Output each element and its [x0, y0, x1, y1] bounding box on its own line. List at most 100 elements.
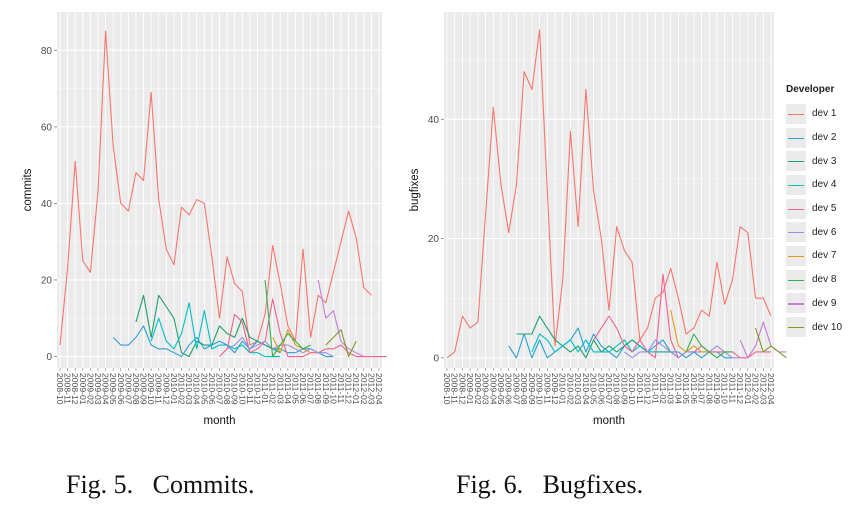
x-tick-label: 2009-12 [550, 373, 560, 405]
x-tick-label: 2011-10 [720, 373, 730, 404]
x-tick-label: 2010-07 [215, 373, 225, 405]
legend-label: dev 10 [812, 321, 843, 333]
legend-item-dev-10: dev 10 [786, 315, 842, 339]
legend-item-dev-8: dev 8 [786, 268, 842, 292]
x-tick-label: 2010-06 [207, 373, 217, 405]
legend-label: dev 5 [812, 203, 837, 215]
series-line-dev-2 [508, 327, 733, 359]
legend-key [786, 198, 806, 219]
x-tick-label: 2009-02 [85, 373, 95, 405]
caption-fig5: Fig. 5. Commits. [66, 470, 255, 499]
x-tick-label: 2010-12 [643, 373, 653, 405]
x-tick-label: 2011-10 [328, 373, 338, 404]
y-tick-label: 40 [41, 199, 53, 210]
x-tick-label: 2009-05 [108, 373, 118, 405]
x-tick-label: 2010-01 [558, 373, 568, 405]
bugfixes-chart: 0 20 40 2008-102008-112008-122009-012009-02… [409, 12, 787, 427]
x-tick-label: 2008-12 [70, 373, 80, 405]
x-tick-label: 2012-04 [766, 373, 776, 405]
x-tick-label: 2011-02 [268, 373, 278, 404]
legend-key [786, 245, 806, 266]
legend-title: Developer [786, 84, 835, 95]
legend-item-dev-2: dev 2 [786, 126, 842, 150]
legend-key [786, 103, 806, 124]
x-tick-label: 2012-01 [351, 373, 361, 405]
x-tick-label: 2008-10 [442, 373, 452, 405]
x-tick-label: 2011-11 [336, 373, 346, 403]
x-tick-label: 2011-06 [298, 373, 308, 404]
x-tick-label: 2011-02 [658, 373, 668, 404]
legend-item-dev-6: dev 6 [786, 220, 842, 244]
commits-x-axis-title: month [204, 415, 236, 427]
legend-item-dev-1: dev 1 [786, 102, 842, 126]
x-tick-label: 2012-01 [743, 373, 753, 405]
x-tick-label: 2010-09 [230, 373, 240, 405]
x-tick-label: 2009-04 [488, 373, 498, 405]
x-tick-label: 2011-11 [727, 373, 737, 403]
x-tick-label: 2010-10 [627, 373, 637, 405]
x-tick-label: 2008-11 [63, 373, 73, 404]
series-line-dev-5 [219, 298, 387, 358]
x-tick-label: 2012-03 [366, 373, 376, 405]
legend-label: dev 2 [812, 132, 837, 144]
legend-label: dev 9 [812, 297, 837, 309]
x-tick-label: 2012-02 [359, 373, 369, 405]
x-tick-label: 2010-07 [604, 373, 614, 405]
x-tick-label: 2011-04 [673, 373, 683, 404]
legend-key [786, 127, 806, 148]
x-tick-label: 2010-08 [612, 373, 622, 405]
x-tick-label: 2010-03 [573, 373, 583, 405]
x-tick-label: 2010-06 [596, 373, 606, 405]
x-tick-label: 2009-03 [93, 373, 103, 405]
x-tick-label: 2009-10 [146, 373, 156, 405]
legend-key [786, 293, 806, 314]
series-line-dev-6 [624, 339, 741, 359]
x-tick-label: 2010-12 [252, 373, 262, 405]
legend-key [786, 269, 806, 290]
x-tick-label: 2010-11 [635, 373, 645, 404]
x-tick-label: 2011-12 [735, 373, 745, 404]
x-tick-label: 2011-05 [290, 373, 300, 404]
x-tick-label: 2010-02 [177, 373, 187, 405]
commits-chart: 0204060802008-102008-112008-122009-01200… [22, 12, 387, 427]
y-tick-label: 40 [428, 115, 440, 126]
x-tick-label: 2009-02 [473, 373, 483, 405]
x-tick-label: 2011-08 [313, 373, 323, 404]
series-line-dev-10 [755, 327, 787, 359]
x-tick-label: 2009-11 [542, 373, 552, 404]
x-tick-label: 2010-04 [192, 373, 202, 405]
x-tick-label: 2008-11 [450, 373, 460, 404]
x-tick-label: 2009-11 [154, 373, 164, 404]
x-tick-label: 2009-06 [116, 373, 126, 405]
x-tick-label: 2011-01 [650, 373, 660, 404]
commits-y-axis-title: commits [22, 168, 34, 211]
x-tick-label: 2011-03 [275, 373, 285, 404]
legend-item-dev-3: dev 3 [786, 149, 842, 173]
x-tick-label: 2009-01 [78, 373, 88, 405]
y-tick-label: 20 [428, 234, 440, 245]
legend-key [786, 222, 806, 243]
legend-label: dev 3 [812, 155, 837, 167]
series-line-dev-3 [135, 294, 281, 358]
x-tick-label: 2010-05 [589, 373, 599, 405]
x-tick-label: 2010-01 [169, 373, 179, 405]
x-tick-label: 2009-12 [161, 373, 171, 405]
x-tick-label: 2011-01 [260, 373, 270, 404]
x-tick-label: 2009-10 [535, 373, 545, 405]
x-tick-label: 2009-09 [139, 373, 149, 405]
x-tick-label: 2010-02 [565, 373, 575, 405]
x-tick-label: 2009-08 [131, 373, 141, 405]
bugfixes-y-axis-title: bugfixes [409, 168, 421, 211]
x-tick-label: 2011-12 [344, 373, 354, 404]
x-tick-label: 2011-09 [712, 373, 722, 404]
series-line-dev-7 [670, 310, 710, 353]
x-tick-label: 2011-07 [697, 373, 707, 404]
x-tick-label: 2011-09 [321, 373, 331, 404]
caption-fig6: Fig. 6. Bugfixes. [456, 470, 644, 499]
x-tick-label: 2011-03 [666, 373, 676, 404]
legend: Developer dev 1 dev 2 dev 3 dev 4 dev 5 dev 6… [786, 84, 842, 339]
legend-item-dev-7: dev 7 [786, 244, 842, 268]
series-line-dev-1 [446, 29, 772, 359]
x-tick-label: 2011-05 [681, 373, 691, 404]
x-tick-label: 2010-04 [581, 373, 591, 405]
